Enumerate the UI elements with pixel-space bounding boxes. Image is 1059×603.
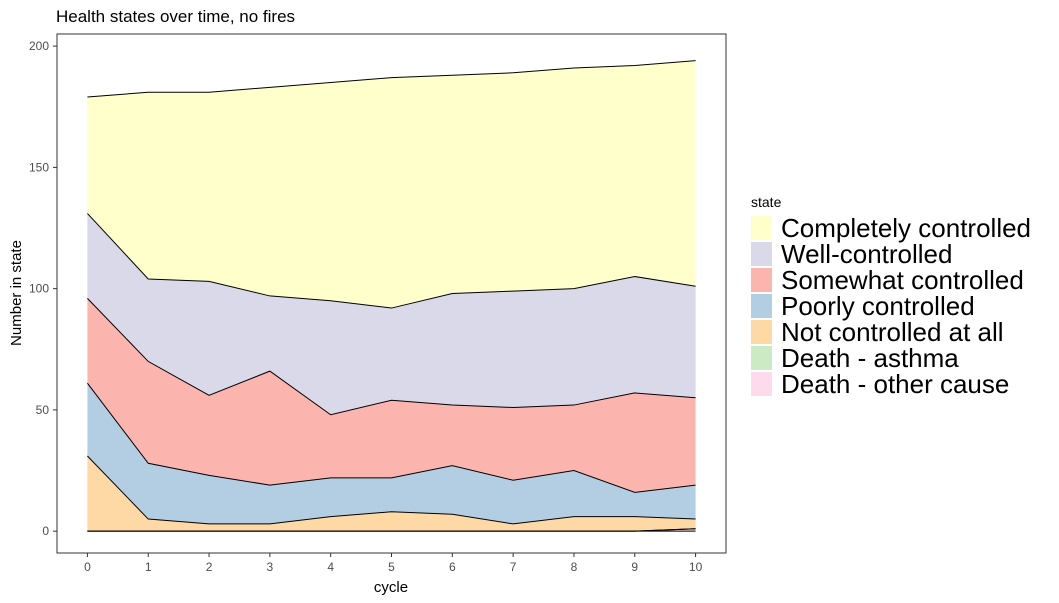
legend-label: Not controlled at all <box>781 317 1004 347</box>
legend-label: Completely controlled <box>781 213 1031 243</box>
stack-boundary-line <box>87 382 696 493</box>
legend-swatch <box>751 320 772 344</box>
plot-area <box>87 60 696 532</box>
legend-swatch <box>751 242 772 266</box>
x-tick-label: 6 <box>449 560 456 574</box>
stack-boundary-line <box>87 528 696 532</box>
legend-swatch <box>751 346 772 370</box>
x-tick-label: 5 <box>388 560 395 574</box>
y-tick-label: 50 <box>36 403 50 417</box>
y-tick-label: 150 <box>29 160 49 174</box>
area-completely-controlled <box>87 60 696 309</box>
x-tick-label: 4 <box>327 560 334 574</box>
area-somewhat-controlled <box>87 298 696 493</box>
legend-swatch <box>751 372 772 396</box>
legend-label: Well-controlled <box>781 239 952 269</box>
y-tick-label: 100 <box>29 282 49 296</box>
x-tick-label: 7 <box>510 560 517 574</box>
x-tick-label: 0 <box>84 560 91 574</box>
legend-label: Death - other cause <box>781 369 1009 399</box>
stack-boundary-line <box>87 455 696 525</box>
legend-swatch <box>751 216 772 240</box>
legend-label: Poorly controlled <box>781 291 975 321</box>
y-axis-title: Number in state <box>8 240 25 346</box>
area-well-controlled <box>87 213 696 415</box>
stack-boundary-line <box>87 213 696 309</box>
x-tick-label: 8 <box>571 560 578 574</box>
x-axis-title: cycle <box>374 579 408 596</box>
y-tick-label: 200 <box>29 39 49 53</box>
x-tick-label: 9 <box>631 560 638 574</box>
legend-label: Death - asthma <box>781 343 959 373</box>
legend-label: Somewhat controlled <box>781 265 1024 295</box>
area-poorly-controlled <box>87 383 696 524</box>
legend-title: state <box>751 194 782 210</box>
stack-boundary-line <box>87 298 696 416</box>
x-tick-label: 10 <box>689 560 703 574</box>
legend-swatch <box>751 268 772 292</box>
chart-title: Health states over time, no fires <box>56 7 295 26</box>
y-tick-label: 0 <box>42 524 49 538</box>
x-tick-label: 3 <box>267 560 274 574</box>
legend-swatch <box>751 294 772 318</box>
area-not-controlled-at-all <box>87 455 696 532</box>
stack-boundary-line <box>87 60 696 98</box>
x-tick-label: 2 <box>206 560 213 574</box>
x-tick-label: 1 <box>145 560 152 574</box>
legend: state Completely controlledWell-controll… <box>751 194 1031 399</box>
